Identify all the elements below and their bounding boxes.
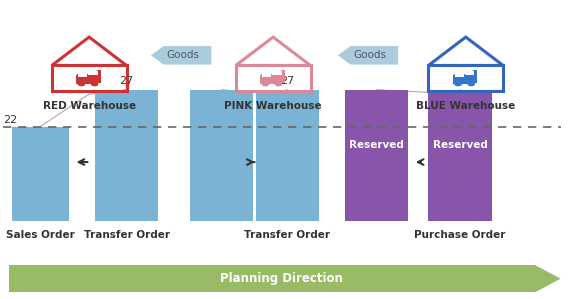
FancyBboxPatch shape [262,74,271,77]
FancyBboxPatch shape [345,90,408,221]
Polygon shape [151,46,212,65]
FancyBboxPatch shape [281,70,285,83]
Circle shape [455,83,461,86]
FancyBboxPatch shape [91,71,98,75]
Text: 22: 22 [3,115,17,125]
FancyBboxPatch shape [455,74,463,77]
FancyBboxPatch shape [468,71,474,75]
FancyBboxPatch shape [97,70,101,83]
Text: Sales Order: Sales Order [6,230,75,240]
FancyBboxPatch shape [77,74,88,77]
Text: Goods: Goods [166,50,200,60]
FancyBboxPatch shape [261,74,272,77]
FancyBboxPatch shape [260,83,275,84]
Circle shape [91,83,98,86]
Text: Transfer Order: Transfer Order [244,230,331,240]
FancyBboxPatch shape [454,74,465,77]
FancyBboxPatch shape [453,83,468,84]
FancyBboxPatch shape [473,70,477,83]
FancyBboxPatch shape [9,265,535,292]
Text: BLUE Warehouse: BLUE Warehouse [416,100,515,111]
FancyBboxPatch shape [428,90,492,221]
Circle shape [78,83,85,86]
Text: Purchase Order: Purchase Order [415,230,505,240]
FancyBboxPatch shape [76,75,98,83]
FancyBboxPatch shape [190,90,253,221]
Text: RED Warehouse: RED Warehouse [43,100,136,111]
Text: 27: 27 [120,76,133,86]
Polygon shape [535,265,561,292]
Circle shape [262,83,269,86]
Text: Planning Direction: Planning Direction [220,272,343,285]
Text: Goods: Goods [353,50,386,60]
FancyBboxPatch shape [453,75,474,83]
Circle shape [468,83,474,86]
FancyBboxPatch shape [256,90,319,221]
Text: Reserved: Reserved [349,140,404,150]
FancyBboxPatch shape [78,74,87,77]
Text: Reserved: Reserved [432,140,488,150]
Text: 27: 27 [453,76,467,86]
Text: PINK Warehouse: PINK Warehouse [224,100,322,111]
Text: Transfer Order: Transfer Order [83,230,170,240]
FancyBboxPatch shape [95,90,158,221]
FancyBboxPatch shape [275,71,282,75]
Circle shape [275,83,282,86]
FancyBboxPatch shape [260,75,282,83]
FancyBboxPatch shape [12,126,69,221]
Polygon shape [338,46,398,65]
Text: 27: 27 [281,76,294,86]
FancyBboxPatch shape [76,83,91,84]
